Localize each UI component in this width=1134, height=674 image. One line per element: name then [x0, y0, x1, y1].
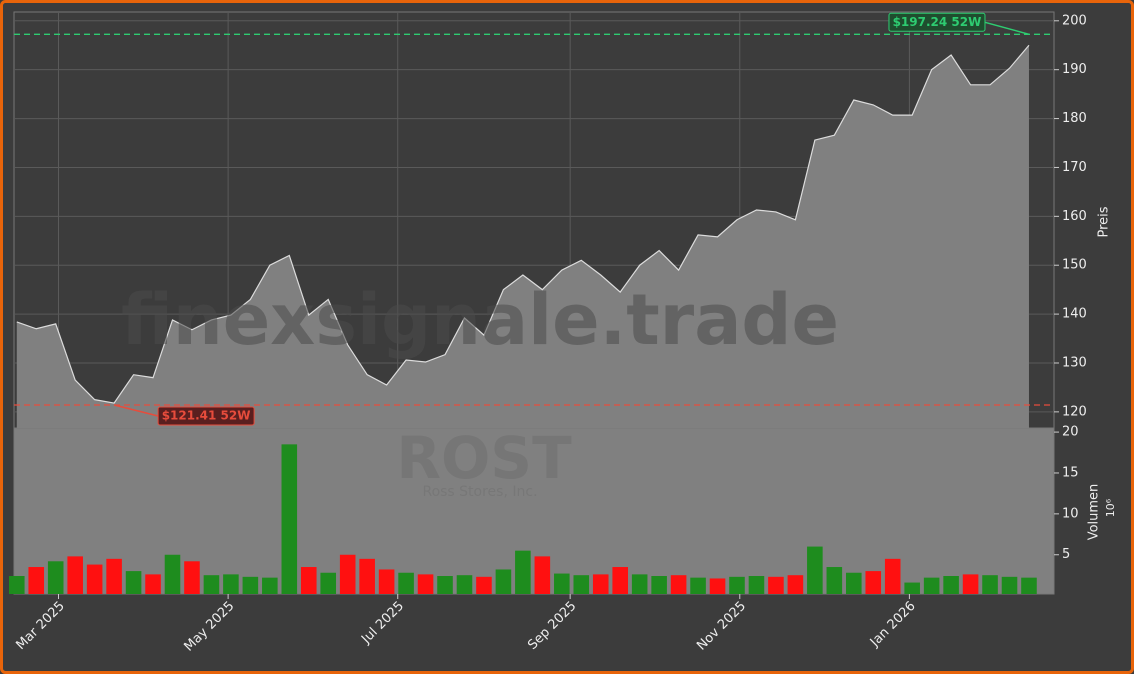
annotation-label: $121.41 52W: [162, 408, 251, 422]
company-watermark: Ross Stores, Inc.: [422, 484, 537, 500]
ticker-watermark: ROST: [396, 424, 572, 492]
volume-bar: [145, 574, 161, 594]
annotation-box: [157, 406, 255, 426]
volume-bar: [748, 576, 765, 594]
volume-bar: [495, 569, 512, 594]
volume-bar: [417, 574, 434, 594]
volume-bar: [1001, 576, 1018, 594]
volume-bar: [378, 569, 395, 594]
volume-bar: [554, 573, 570, 594]
y-tick-label: 200: [1062, 13, 1087, 28]
y-tick-label: 150: [1062, 258, 1087, 273]
volume-bar: [281, 444, 298, 594]
y-tick-label: 180: [1062, 111, 1087, 126]
y-tick-label: 160: [1062, 209, 1087, 224]
volume-bar: [106, 558, 122, 594]
volume-bar: [1021, 577, 1037, 594]
volume-bar: [67, 556, 83, 594]
volume-bar: [826, 567, 843, 594]
volume-bar: [164, 554, 181, 594]
volume-bar: [709, 578, 726, 594]
volume-bar: [962, 574, 979, 594]
volume-bar: [729, 576, 745, 594]
annotation-arrow: [113, 404, 159, 417]
volume-bar: [262, 577, 278, 594]
volume-bar: [846, 572, 862, 594]
watermark: finexsignale.trade: [121, 279, 839, 361]
volume-bar: [398, 572, 414, 594]
y-tick-label: 190: [1062, 62, 1087, 77]
y2-tick-label: 5: [1062, 547, 1070, 562]
volume-bar: [203, 575, 220, 594]
volume-bar: [300, 567, 317, 594]
annotation-box: [888, 12, 986, 32]
volume-bar: [884, 558, 901, 594]
volume-bar: [359, 558, 375, 594]
volume-bar: [904, 582, 920, 594]
volume-bar: [456, 575, 473, 594]
volume-bar: [768, 576, 784, 594]
volume-bar: [612, 567, 628, 594]
y-tick-label: 120: [1062, 404, 1087, 419]
volume-bar: [592, 574, 609, 594]
volume-bar: [339, 554, 356, 594]
y-tick-label: 140: [1062, 307, 1087, 322]
y2-tick-label: 10: [1062, 506, 1079, 521]
volume-bar: [807, 546, 823, 594]
price-line: [16, 44, 1030, 404]
price-area: [16, 45, 1029, 428]
volume-bar: [631, 574, 648, 594]
volume-bar: [573, 575, 590, 594]
volume-bar: [923, 577, 940, 594]
volume-bar: [28, 567, 45, 594]
annotation-arrow: [984, 21, 1030, 36]
y2-axis-unit: 10⁶: [1104, 498, 1117, 517]
y-axis-label: Preis: [1097, 206, 1112, 237]
volume-bar: [787, 575, 804, 594]
volume-bar: [865, 571, 882, 594]
volume-bar: [982, 575, 998, 594]
y2-tick-label: 20: [1062, 425, 1079, 440]
volume-bar: [651, 576, 667, 594]
volume-bar: [476, 576, 492, 594]
volume-bar: [125, 571, 142, 594]
volume-bar: [437, 576, 453, 594]
y-tick-label: 170: [1062, 160, 1087, 175]
volume-bar: [670, 575, 687, 594]
volume-bar: [943, 576, 959, 594]
y2-tick-label: 15: [1062, 465, 1079, 480]
volume-bar: [515, 550, 531, 594]
volume-bar: [690, 577, 706, 594]
volume-bar: [320, 572, 337, 594]
volume-bar: [47, 561, 64, 594]
y-tick-label: 130: [1062, 355, 1087, 370]
volume-bar: [242, 576, 259, 594]
volume-bar: [223, 574, 239, 594]
volume-bar: [534, 556, 551, 594]
volume-bar: [8, 576, 25, 594]
volume-bar: [86, 564, 103, 594]
annotation-label: $197.24 52W: [893, 15, 982, 29]
y2-axis-label: Volumen: [1087, 484, 1102, 541]
volume-bar: [184, 561, 200, 594]
